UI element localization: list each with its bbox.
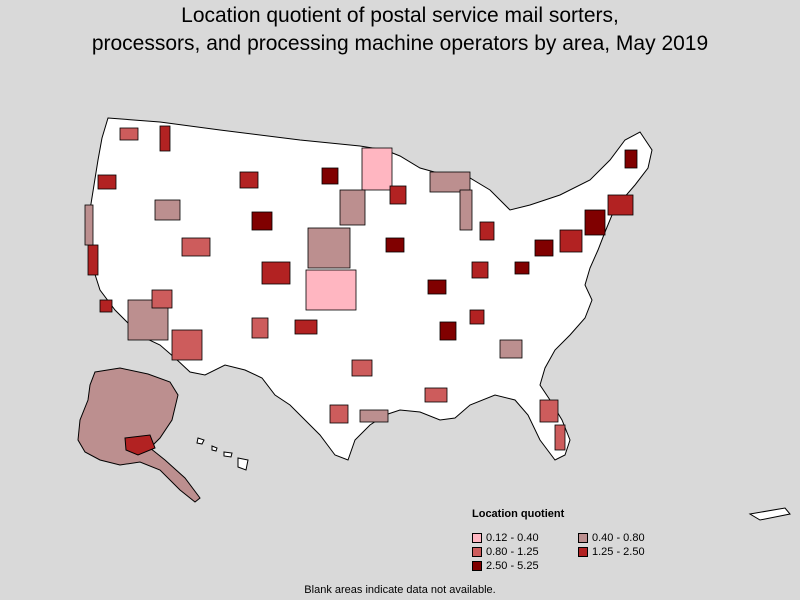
legend-swatch (472, 533, 482, 543)
legend-item-0: 0.12 - 0.40 (472, 532, 539, 544)
legend-item-2: 0.80 - 1.25 (472, 546, 539, 558)
legend-item-1: 0.40 - 0.80 (578, 532, 645, 544)
regions (84, 125, 638, 451)
chart-title: Location quotient of postal service mail… (0, 2, 800, 58)
title-line-2: processors, and processing machine opera… (91, 32, 709, 55)
legend-item-3: 1.25 - 2.50 (578, 546, 645, 558)
legend-label: 2.50 - 5.25 (486, 560, 539, 572)
alaska-region (124, 434, 156, 456)
title-line-1: Location quotient of postal service mail… (181, 4, 619, 27)
legend-label: 0.12 - 0.40 (486, 532, 539, 544)
legend-label: 1.25 - 2.50 (592, 546, 645, 558)
legend-label: 0.40 - 0.80 (592, 532, 645, 544)
hawaii (196, 437, 249, 471)
legend-swatch (578, 533, 588, 543)
legend-swatch (472, 547, 482, 557)
legend-title: Location quotient (472, 508, 565, 520)
continental-us (87, 117, 653, 461)
alaska (77, 367, 201, 503)
puerto-rico (748, 507, 791, 521)
legend: Location quotient 0.12 - 0.40 0.40 - 0.8… (468, 508, 688, 576)
footnote: Blank areas indicate data not available. (304, 584, 496, 596)
legend-item-4: 2.50 - 5.25 (472, 560, 539, 572)
legend-swatch (578, 547, 588, 557)
legend-swatch (472, 561, 482, 571)
legend-label: 0.80 - 1.25 (486, 546, 539, 558)
